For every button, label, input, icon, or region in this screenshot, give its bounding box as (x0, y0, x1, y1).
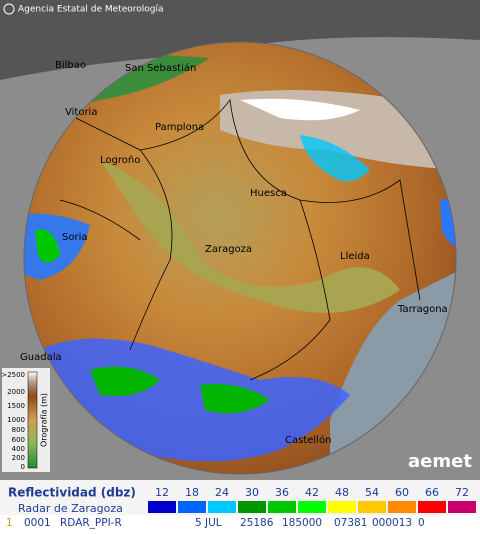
level-label: 48 (335, 486, 349, 499)
city-label: Bilbao (55, 60, 86, 71)
city-label: Guadala (20, 352, 62, 363)
level-swatch (178, 501, 206, 513)
level-label: 42 (305, 486, 319, 499)
level-swatch (358, 501, 386, 513)
level-swatch (148, 501, 176, 513)
agency-name: Agencia Estatal de Meteorología (18, 5, 164, 15)
city-label: Vitoria (65, 107, 97, 118)
level-label: 72 (455, 486, 469, 499)
status-field: RDAR_PPI-R (60, 517, 122, 529)
level-swatch (298, 501, 326, 513)
level-swatch (238, 501, 266, 513)
precipitation-core (90, 366, 270, 414)
elevation-bar (27, 371, 38, 469)
ebro-valley (100, 160, 400, 313)
elevation-tick-label: 1000 (7, 416, 25, 424)
elevation-tick-label: 600 (12, 436, 25, 444)
status-field: 0001 (24, 517, 51, 529)
status-field: 1 (6, 517, 13, 529)
city-label: Tarragona (397, 304, 448, 315)
precipitation-west-core (35, 229, 60, 263)
level-label: 60 (395, 486, 409, 499)
city-label: Soria (62, 232, 87, 243)
status-field: 0 (418, 517, 425, 529)
city-label: Huesca (250, 188, 287, 199)
level-swatch (268, 501, 296, 513)
status-field: 07381 (334, 517, 367, 529)
radar-name: Radar de Zaragoza (18, 502, 123, 515)
cities: Bilbao San Sebastián Vitoria Pamplona Lo… (20, 60, 448, 446)
level-label: 18 (185, 486, 199, 499)
status-field: 5 JUL (195, 517, 222, 529)
precipitation-east (440, 198, 456, 250)
logo-text: aemet (408, 451, 472, 472)
level-label: 36 (275, 486, 289, 499)
status-bar (0, 515, 480, 530)
reflectivity-title: Reflectividad (dbz) (8, 486, 136, 500)
level-swatch (448, 501, 476, 513)
radar-range (23, 41, 457, 475)
level-label: 54 (365, 486, 379, 499)
level-label: 30 (245, 486, 259, 499)
precipitation-pyrenees (300, 135, 370, 182)
level-label: 66 (425, 486, 439, 499)
elevation-tick-label: 200 (12, 454, 25, 462)
reflectivity-scale: 12 18 24 30 36 42 48 54 60 66 72 (148, 486, 476, 513)
status-field: 25186 (240, 517, 274, 529)
status-field: 185000 (282, 517, 322, 529)
elevation-tick-label: >2500 (1, 371, 25, 379)
city-label: Zaragoza (205, 244, 252, 255)
level-label: 24 (215, 486, 229, 499)
elevation-legend: Orografía (m) >2500 2000 1500 1000 800 600400… (1, 368, 50, 472)
logo: aemet (408, 451, 472, 472)
city-label: Pamplona (155, 122, 204, 133)
status-field: 000013 (372, 517, 412, 529)
elevation-tick-label: 800 (12, 426, 25, 434)
elevation-tick-label: 2000 (7, 388, 25, 396)
status-fields: 1 0001 RDAR_PPI-R 5 JUL 25186 185000 07381 0000… (6, 517, 425, 529)
borders (29, 94, 421, 381)
city-label: Logroño (100, 155, 140, 166)
elevation-tick-label: 1500 (7, 402, 25, 410)
pyrenees-snow (240, 98, 360, 121)
city-label: Castellón (285, 434, 331, 446)
level-swatch (418, 501, 446, 513)
elevation-tick-label: 0 (21, 463, 25, 471)
city-label: San Sebastián (125, 62, 196, 74)
elevation-title: Orografía (m) (40, 393, 49, 447)
level-label: 12 (155, 486, 169, 499)
level-swatch (208, 501, 236, 513)
city-label: Lleida (340, 251, 370, 262)
legend-panel (2, 368, 50, 472)
agency-logo (3, 3, 15, 15)
level-swatch (388, 501, 416, 513)
northern-land (0, 0, 480, 80)
elevation-tick-label: 400 (12, 445, 25, 453)
level-swatch (328, 501, 356, 513)
